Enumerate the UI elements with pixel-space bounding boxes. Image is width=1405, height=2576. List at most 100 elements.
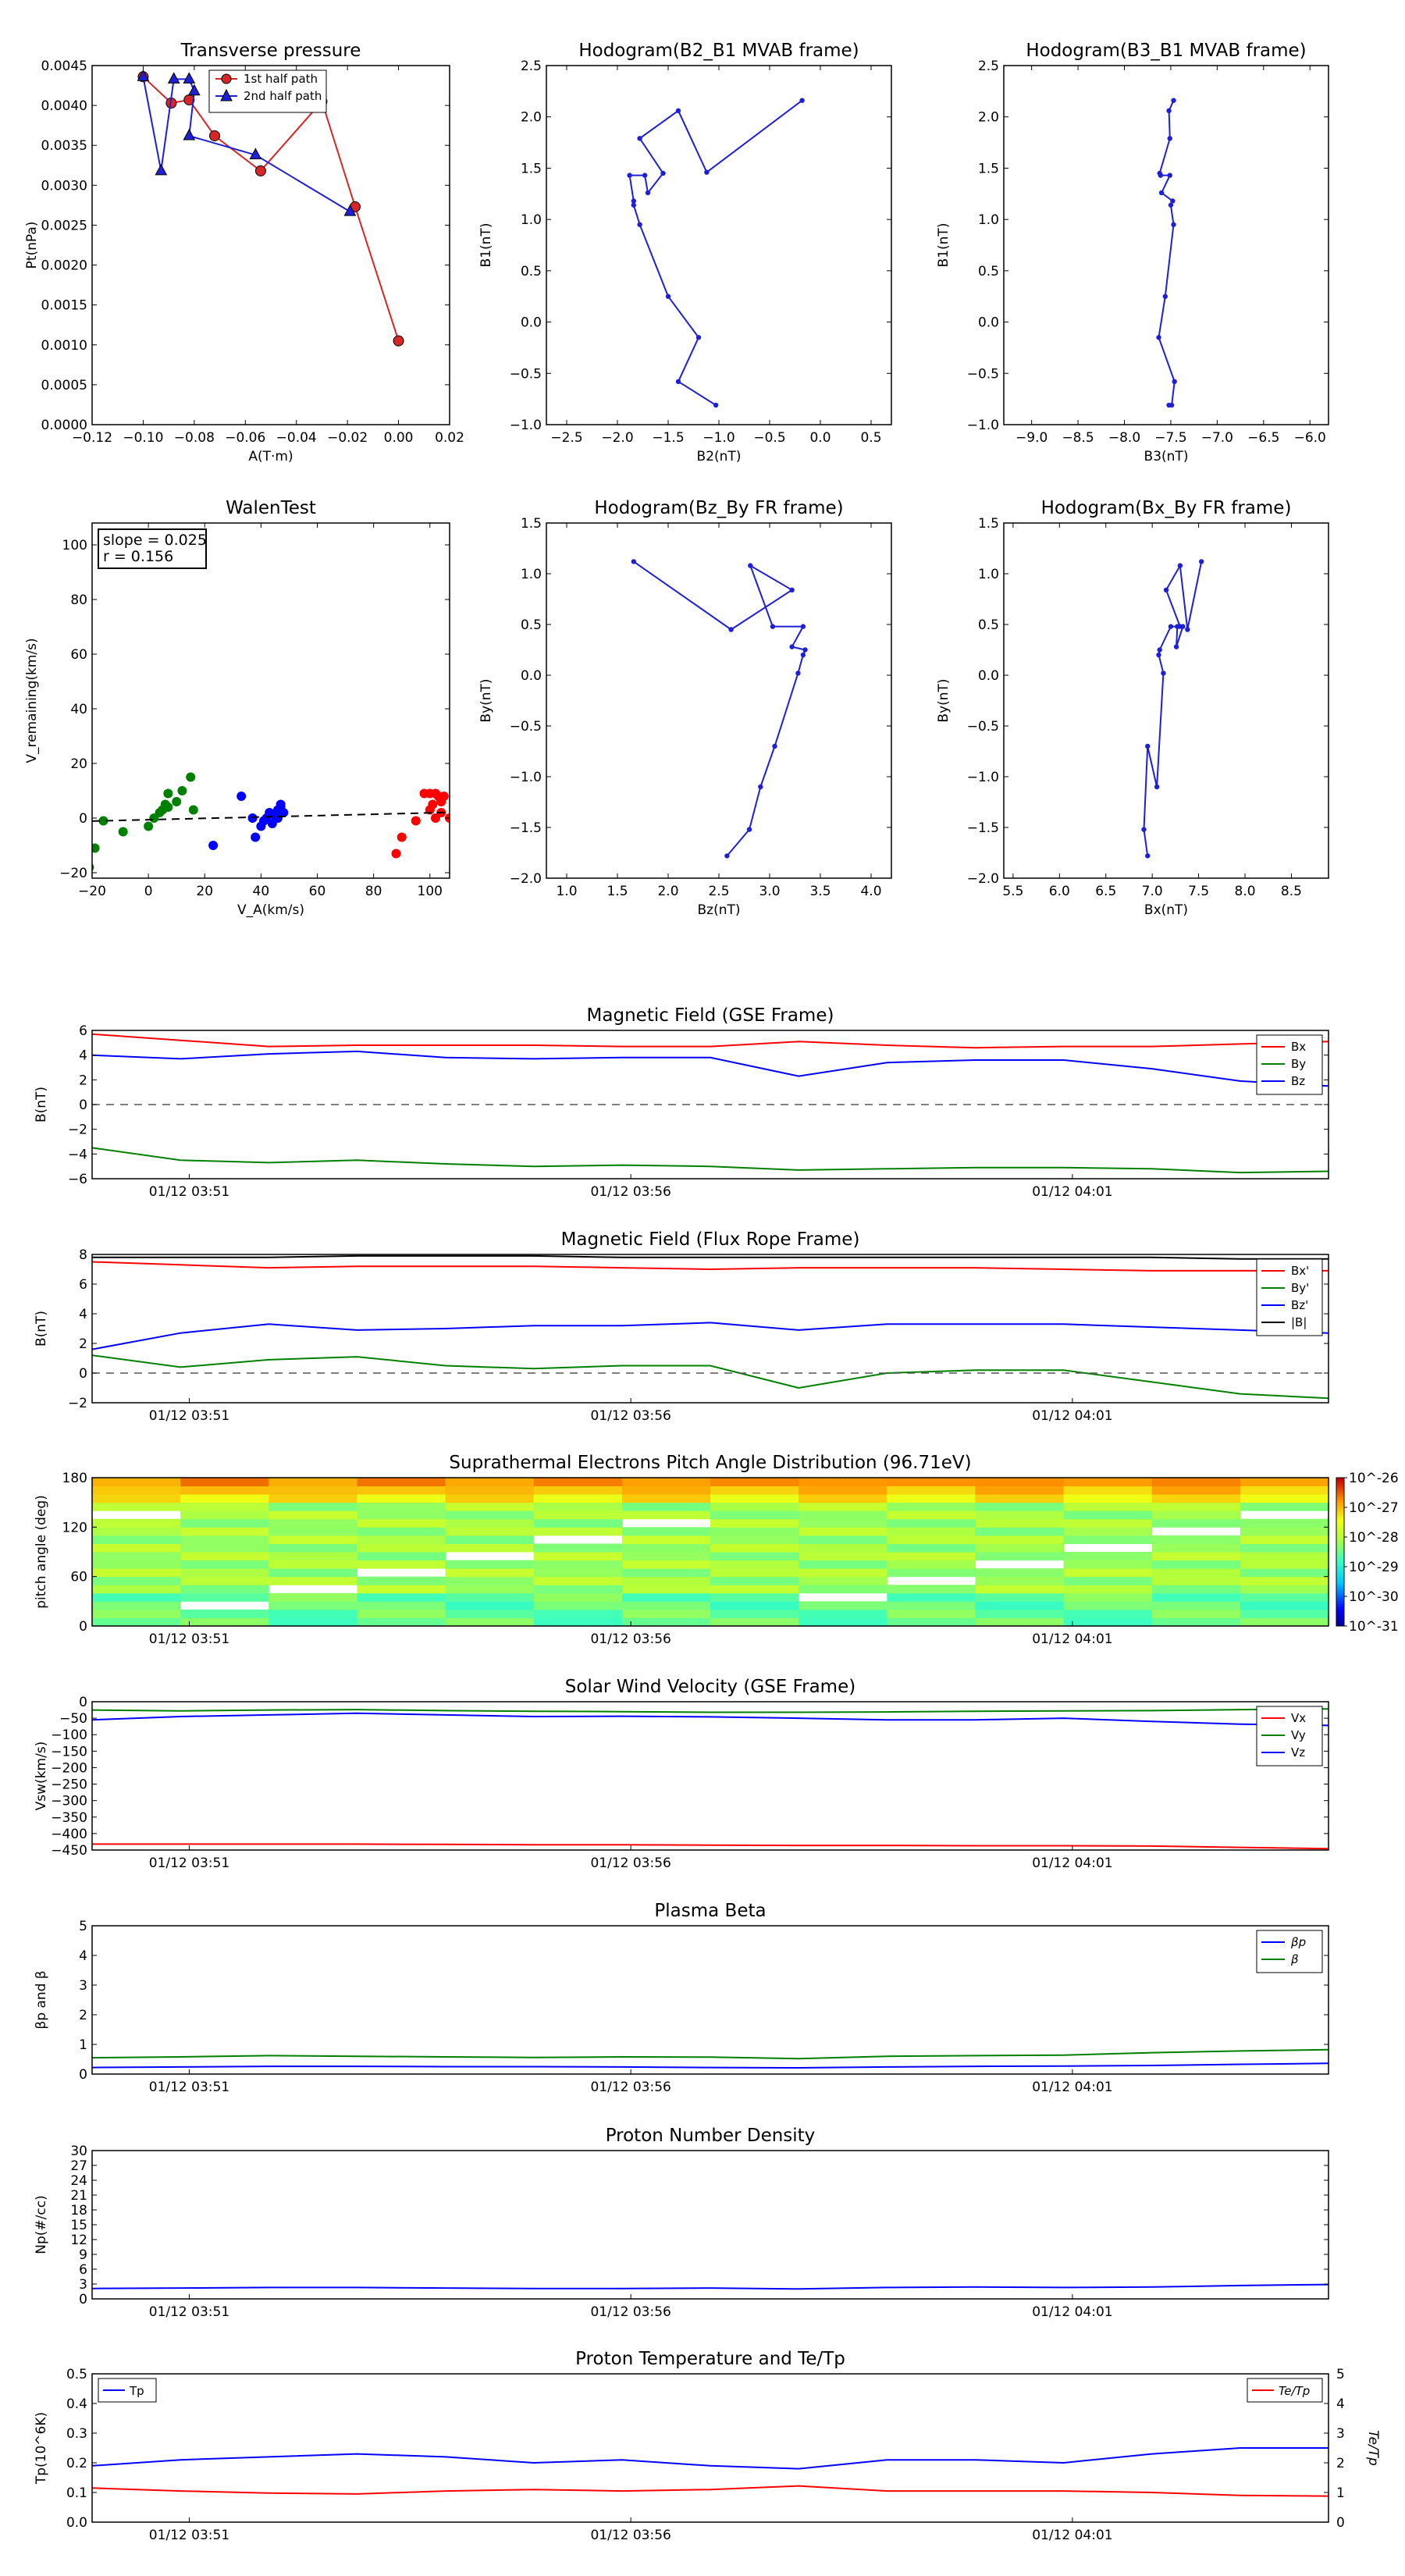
heatmap-cell [887,1502,976,1511]
heatmap-cell [1240,1592,1329,1602]
y-tick-label: −50 [59,1711,87,1727]
heatmap-cell [269,1502,357,1511]
y-tick-label: 0.0000 [41,418,87,433]
legend-label: Bx' [1291,1264,1309,1278]
heatmap-cell [1240,1535,1329,1544]
y-tick-label: −350 [51,1810,87,1826]
x-tick-label: −8.5 [1062,430,1094,446]
heatmap-cell [533,1609,623,1618]
axes-frame [91,1477,1329,1627]
x-axis: −2.5 −2.0 −1.5 −1.0 −0.5 0.0 0.5 [550,66,882,446]
heatmap-cell [92,1592,181,1602]
heatmap-cell [92,1585,181,1594]
heatmap-cell [1151,1485,1241,1495]
colorbar-segment [1336,1504,1344,1508]
y-tick-label: 0 [79,1619,87,1635]
β-line [92,2048,1329,2060]
data-point [1166,402,1172,408]
heatmap-cell [357,1510,446,1520]
x-tick-label: 100 [418,884,443,899]
heatmap-cell [975,1478,1065,1487]
y-tick-label: −6 [68,1172,87,1187]
x-tick-label: 80 [365,884,382,899]
axes-frame [1003,522,1329,879]
x-tick-label: −7.5 [1154,430,1186,446]
heatmap-cell [887,1494,976,1503]
data-point [645,190,651,196]
y-tick-label: 80 [70,592,87,608]
x-axis-label: B2(nT) [697,449,742,464]
colorbar-segment [1336,1554,1344,1557]
heatmap-cell [357,1527,446,1536]
heatmap-cell [710,1592,799,1602]
By'-line [92,1354,1329,1400]
y-tick-label: 40 [70,702,87,717]
x-tick-label: −20 [78,884,106,899]
heatmap-cell [269,1485,357,1495]
x-tick-label: 8.0 [1235,884,1256,899]
heatmap-cell [975,1568,1065,1578]
chart-title: Hodogram(Bz_By FR frame) [594,498,843,518]
data-point [758,784,763,790]
heatmap-cell [180,1552,269,1561]
heatmap-cell [799,1568,887,1578]
heatmap-cell [357,1543,446,1553]
heatmap-cell [799,1543,887,1553]
heatmap-cell [533,1527,623,1536]
heatmap-cell [887,1518,976,1528]
legend: Bx By Bz [1256,1034,1323,1095]
heatmap-cell [799,1560,887,1569]
scatter-point [428,799,438,809]
heatmap-cell [799,1527,887,1536]
colorbar-segment [1336,1599,1344,1602]
heatmap-cell [1063,1609,1153,1618]
heatmap-cell [92,1527,181,1536]
heatmap-cell [621,1601,711,1610]
axes-frame [91,65,450,425]
magnetic-field-flux-rope-chart: Magnetic Field (Flux Rope Frame) −2 0 2 4 6 8 0… [34,1229,1329,1424]
y-tick-label: 0 [79,2292,87,2307]
heatmap-cell [269,1560,357,1569]
heatmap-cell [1151,1552,1241,1561]
heatmap-cell [1151,1543,1241,1553]
legend-label: By [1291,1057,1306,1071]
x-tick-label: −0.5 [753,430,785,446]
scatter-point [439,792,449,801]
heatmap-cell [1240,1543,1329,1553]
heatmap-cell [445,1543,535,1553]
y-tick-label: 8 [79,1247,87,1263]
data-point [188,84,201,96]
colorbar-segment [1336,1522,1344,1525]
legend-label: Vy [1291,1728,1306,1742]
heatmap-cell [975,1518,1065,1528]
colorbar-segment [1336,1514,1344,1518]
y-right-tick-label: 4 [1336,2396,1345,2412]
colorbar-segment [1336,1539,1344,1542]
x-tick-label: 0.02 [435,430,464,446]
colorbar-tick-label: 10^-27 [1349,1500,1399,1516]
colorbar-tick-label: 10^-26 [1349,1471,1399,1486]
data-point [183,72,196,84]
y-tick-label: 0.0040 [41,98,87,114]
x-tick-label: −6.5 [1247,430,1279,446]
heatmap-cell [180,1568,269,1578]
heatmap-cell [710,1617,799,1627]
proton-number-density-chart: Proton Number Density0369121518212427300… [34,2126,1329,2320]
heatmap-cell [975,1494,1065,1503]
time-tick-label: 01/12 03:51 [149,1408,229,1424]
y-tick-label: −2.0 [510,871,542,887]
y-axis: −1.0 −0.5 0.0 0.5 1.0 1.5 2.0 2.5 [967,59,1329,433]
colorbar-segment [1336,1542,1344,1545]
scatter-point [186,772,196,782]
heatmap-cell [799,1478,887,1487]
heatmap-cell [269,1510,357,1520]
x-tick-label: 2.5 [708,884,729,899]
y-tick-label: −0.5 [967,366,999,382]
heatmap-cell [887,1552,976,1561]
chart-title: Solar Wind Velocity (GSE Frame) [565,1677,855,1697]
data-point [802,647,808,653]
solar-wind-velocity-chart: Solar Wind Velocity (GSE Frame)−450−400−… [34,1677,1329,1871]
heatmap-cell [533,1568,623,1578]
colorbar-segment [1336,1512,1344,1515]
y-tick-label: −1.5 [510,820,542,836]
